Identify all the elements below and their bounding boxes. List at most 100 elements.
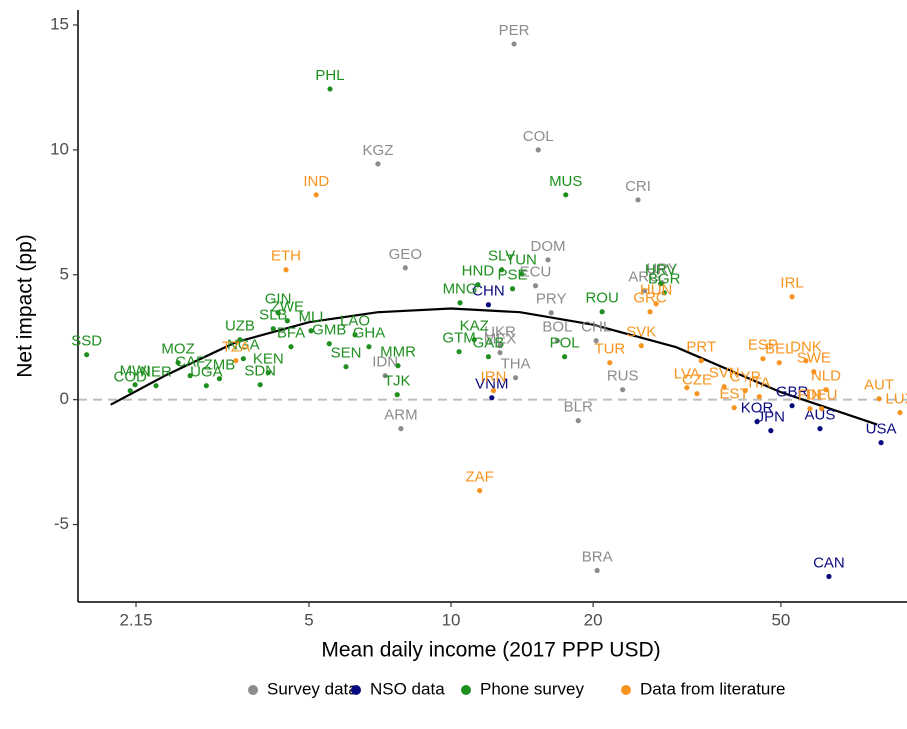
data-point [575, 418, 581, 424]
point-label: JPN [757, 409, 785, 426]
point-label: KGZ [363, 142, 394, 159]
point-label: BFA [277, 325, 305, 342]
point-label: KAZ [460, 318, 489, 335]
legend-marker [248, 685, 258, 695]
x-tick-label: 50 [771, 610, 790, 629]
point-label: CRI [625, 178, 651, 195]
data-point [327, 86, 333, 92]
legend-marker [621, 685, 631, 695]
point-label: BLR [564, 399, 593, 416]
data-point [819, 406, 825, 412]
data-point [647, 309, 653, 315]
point-label: EST [720, 386, 749, 403]
data-point [776, 360, 782, 366]
data-point [638, 343, 644, 349]
data-point [313, 192, 319, 198]
point-label: GHA [353, 325, 386, 342]
data-point [175, 360, 181, 366]
point-label: IRL [780, 275, 803, 292]
point-label: SDN [244, 363, 276, 380]
point-label: UGA [190, 364, 223, 381]
data-point [607, 360, 613, 366]
point-label: GEO [389, 246, 422, 263]
point-label: GAB [473, 335, 505, 352]
data-point [641, 288, 648, 294]
point-label: IND [303, 173, 329, 190]
data-point [490, 388, 497, 394]
data-point [375, 161, 381, 167]
data-point [497, 350, 503, 356]
data-point [511, 41, 517, 47]
data-point [817, 426, 823, 432]
point-label: GTM [442, 330, 475, 347]
data-point [554, 338, 560, 344]
data-point [240, 356, 246, 362]
data-point [653, 301, 659, 307]
data-point [545, 257, 551, 263]
point-label: DEU [806, 387, 838, 404]
data-point [283, 267, 289, 273]
point-label: FIN [798, 387, 822, 404]
point-label: MUS [549, 173, 582, 190]
data-point [308, 328, 314, 334]
x-axis-title: Mean daily income (2017 PPP USD) [321, 639, 660, 662]
point-label: SLV [488, 248, 515, 265]
data-point [382, 373, 388, 379]
point-label: TJK [384, 373, 411, 390]
data-point [535, 147, 541, 153]
data-point [532, 283, 539, 289]
point-label: POL [550, 335, 580, 352]
point-label: THA [501, 356, 531, 373]
data-point [803, 358, 809, 364]
point-label: AUT [864, 377, 894, 394]
data-point [84, 352, 90, 358]
point-label: MNG [443, 281, 478, 298]
point-label: HND [462, 263, 495, 280]
data-point [789, 403, 795, 409]
data-point [760, 356, 766, 362]
x-tick-label: 2.15 [119, 610, 152, 629]
point-label: KOR [741, 400, 774, 417]
point-label: GIN [265, 291, 292, 308]
point-label: SLB [259, 307, 287, 324]
point-label: HUN [640, 282, 673, 299]
data-point [731, 405, 737, 411]
data-point [275, 310, 281, 316]
legend-label: NSO data [370, 679, 445, 698]
point-label: MOZ [161, 341, 194, 358]
point-label: LAO [340, 313, 370, 330]
y-tick-label: 15 [50, 14, 69, 33]
point-label: ITA [748, 375, 770, 392]
legend-label: Data from literature [640, 679, 786, 698]
data-point [658, 281, 664, 287]
point-label: GMB [312, 322, 346, 339]
point-label: URY [646, 261, 677, 278]
point-label: USA [866, 421, 897, 438]
data-point [485, 302, 492, 308]
data-point [456, 349, 462, 355]
point-label: ARM [384, 407, 417, 424]
point-label: AUS [805, 407, 836, 424]
data-point [284, 318, 290, 324]
point-label: UKR [484, 324, 516, 341]
x-tick-label: 10 [442, 610, 461, 629]
point-label: NGA [227, 337, 260, 354]
point-label: DNK [790, 339, 822, 356]
data-point [326, 341, 332, 347]
data-point [593, 338, 599, 344]
data-point [823, 387, 829, 393]
point-label: LVA [674, 366, 700, 383]
data-point [684, 385, 690, 391]
point-label: BOL [542, 319, 572, 336]
data-point [203, 383, 209, 389]
point-label: BRA [582, 548, 613, 565]
data-point [742, 388, 748, 394]
data-point [257, 382, 263, 388]
point-label: DOM [531, 238, 566, 255]
data-point [789, 294, 795, 300]
point-label: ETH [271, 248, 301, 265]
point-label: ARG [628, 269, 661, 286]
data-point [402, 265, 408, 271]
y-tick-label: 10 [50, 139, 69, 158]
